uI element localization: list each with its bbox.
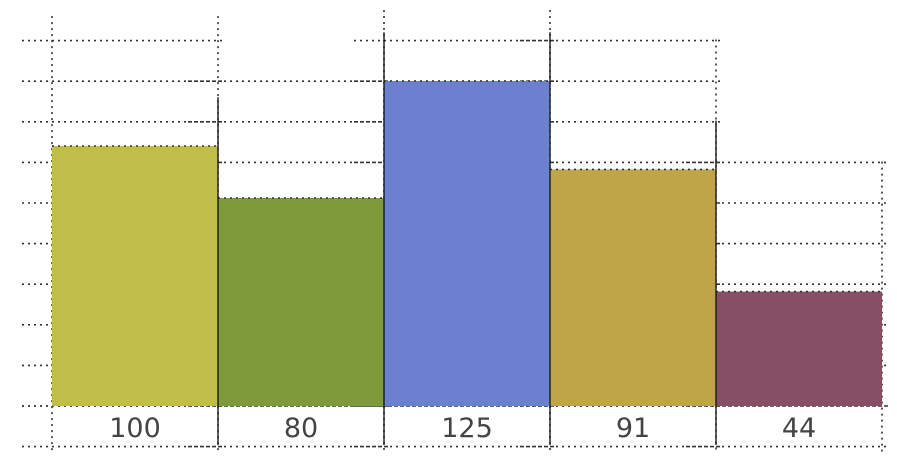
category-label: 91 bbox=[616, 413, 650, 444]
category-label: 100 bbox=[109, 413, 161, 444]
bar-100 bbox=[52, 146, 218, 406]
category-label: 125 bbox=[441, 413, 493, 444]
category-label: 80 bbox=[284, 413, 318, 444]
bar-125 bbox=[384, 81, 550, 406]
bar-44 bbox=[716, 291, 882, 406]
bars bbox=[52, 32, 882, 445]
bar-80 bbox=[218, 198, 384, 406]
bar-91 bbox=[550, 169, 716, 406]
category-labels: 100 80 125 91 44 bbox=[109, 413, 816, 444]
category-label: 44 bbox=[782, 413, 816, 444]
